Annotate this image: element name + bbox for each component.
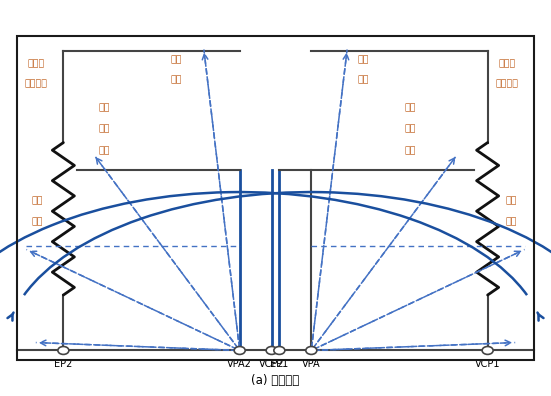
Text: 完全: 完全: [32, 196, 43, 205]
Text: 范围: 范围: [99, 147, 110, 156]
Text: 操作: 操作: [405, 125, 416, 134]
Text: 传感器: 传感器: [27, 59, 45, 69]
Text: 工作范围: 工作范围: [24, 79, 47, 88]
Text: 操作: 操作: [99, 125, 110, 134]
Bar: [17, 36, 534, 360]
Text: VCP2: VCP2: [259, 359, 284, 369]
Text: 踩下: 踩下: [506, 217, 517, 226]
Text: EP2: EP2: [54, 359, 73, 369]
Text: 完全: 完全: [506, 196, 517, 205]
Text: VPA: VPA: [302, 359, 321, 369]
Text: EP1: EP1: [270, 359, 289, 369]
Text: 踏板: 踏板: [99, 103, 110, 112]
Circle shape: [306, 346, 317, 354]
Text: 工作范围: 工作范围: [495, 79, 518, 88]
Text: 踏板: 踏板: [405, 103, 416, 112]
Text: 传感器: 传感器: [498, 59, 516, 69]
Text: VPA2: VPA2: [227, 359, 252, 369]
Text: (a) 控制电路: (a) 控制电路: [251, 375, 300, 387]
Circle shape: [266, 346, 277, 354]
Text: 踩下: 踩下: [171, 75, 182, 84]
Text: 松开: 松开: [358, 75, 369, 84]
Circle shape: [482, 346, 493, 354]
Text: 完全: 完全: [358, 55, 369, 65]
Text: 松开: 松开: [32, 217, 43, 226]
Text: VCP1: VCP1: [475, 359, 500, 369]
Circle shape: [234, 346, 245, 354]
Text: 完全: 完全: [171, 55, 182, 65]
Text: 范围: 范围: [405, 147, 416, 156]
Circle shape: [274, 346, 285, 354]
Circle shape: [58, 346, 69, 354]
